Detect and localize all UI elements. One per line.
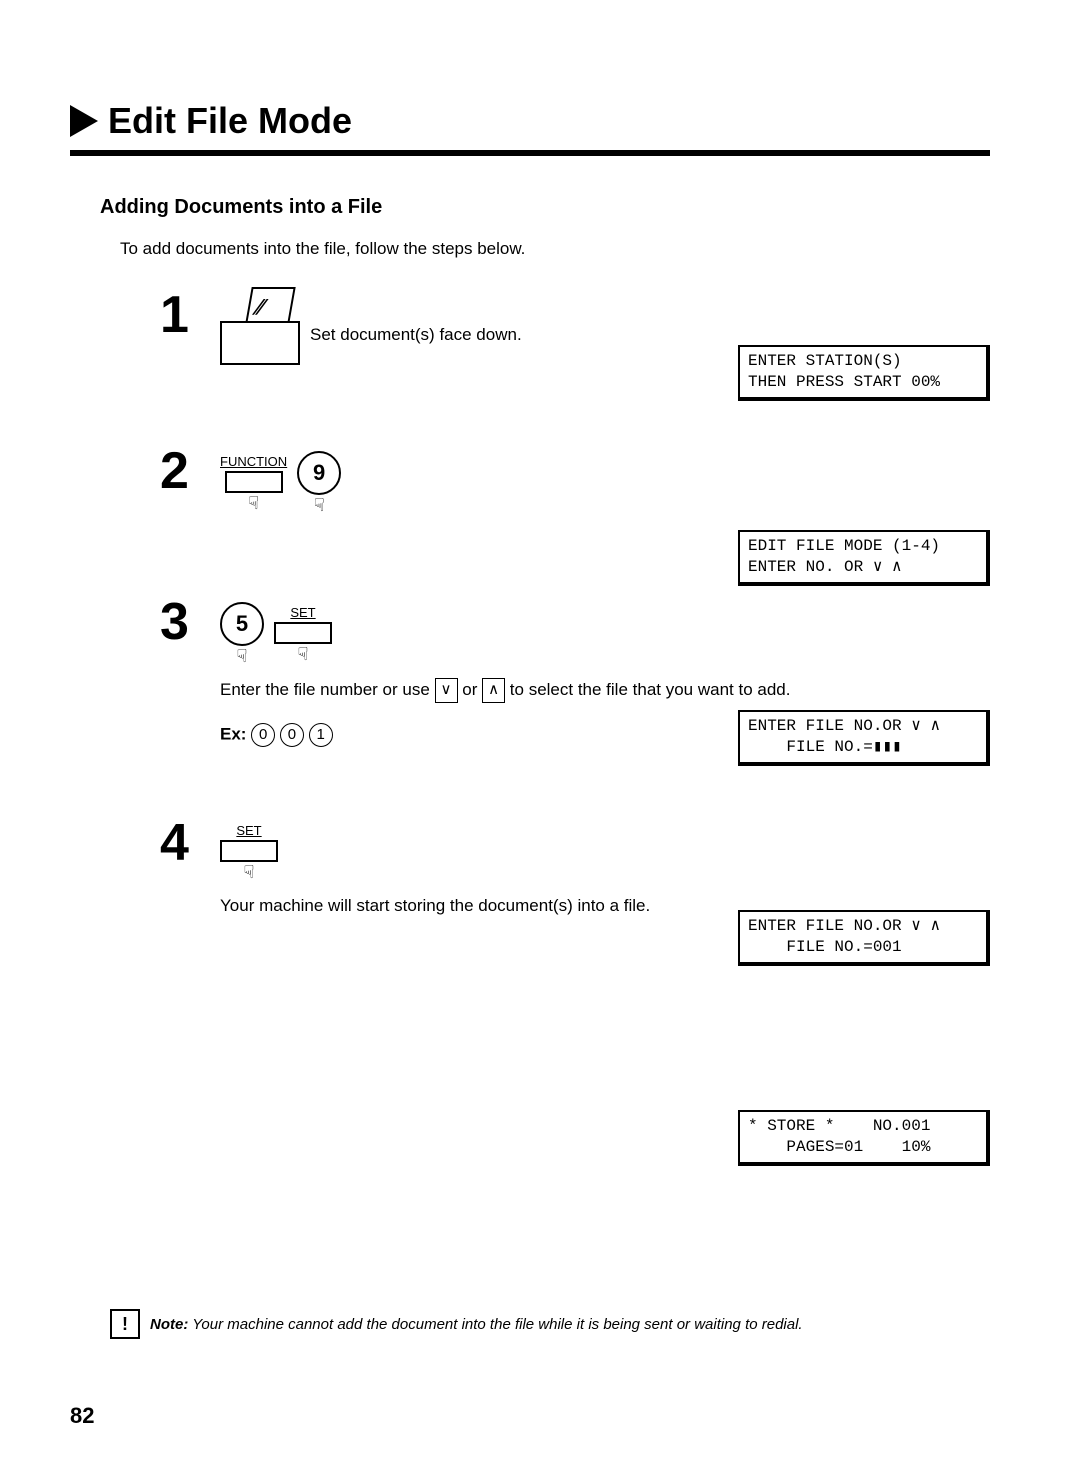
intro-text: To add documents into the file, follow t…: [120, 239, 990, 259]
down-key-icon: ∨: [435, 678, 458, 703]
step3-text: Enter the file number or use ∨ or ∧ to s…: [220, 677, 990, 703]
digit-key-5: 5 ☟: [220, 602, 264, 667]
step-4: 4 SET ☟ Your machine will start storing …: [160, 817, 990, 919]
lcd-display-4: ENTER FILE NO.OR ∨ ∧ FILE NO.=001: [738, 910, 990, 966]
scanner-icon: ⫽: [220, 295, 300, 365]
text-c: to select the file that you want to add.: [510, 680, 791, 699]
set-key: SET ☟: [274, 605, 332, 665]
title-row: Edit File Mode: [70, 100, 990, 156]
hand-icon: ☟: [248, 493, 259, 514]
hand-icon: ☟: [244, 862, 255, 883]
step-2: 2 FUNCTION ☟ 9 ☟: [160, 445, 990, 526]
function-key: FUNCTION ☟: [220, 454, 287, 514]
ex-label: Ex:: [220, 724, 246, 743]
ex-digit: 1: [309, 723, 333, 747]
lcd-display-2: EDIT FILE MODE (1-4) ENTER NO. OR ∨ ∧: [738, 530, 990, 586]
note-icon: !: [110, 1309, 140, 1339]
function-label: FUNCTION: [220, 454, 287, 469]
set-label: SET: [236, 823, 261, 838]
ex-digit: 0: [280, 723, 304, 747]
note-row: ! Note: Your machine cannot add the docu…: [110, 1309, 990, 1339]
lcd-display-1: ENTER STATION(S) THEN PRESS START 00%: [738, 345, 990, 401]
page-title: Edit File Mode: [108, 100, 352, 142]
note-text: Your machine cannot add the document int…: [192, 1316, 802, 1333]
ex-digit: 0: [251, 723, 275, 747]
triangle-icon: [70, 105, 98, 137]
page-number: 82: [70, 1403, 94, 1429]
step-number: 3: [160, 596, 220, 648]
set-label: SET: [290, 605, 315, 620]
step1-caption: Set document(s) face down.: [310, 322, 522, 348]
lcd-display-3: ENTER FILE NO.OR ∨ ∧ FILE NO.=▮▮▮: [738, 710, 990, 766]
hand-icon: ☟: [298, 644, 309, 665]
lcd-display-5: * STORE * NO.001 PAGES=01 10%: [738, 1110, 990, 1166]
step-number: 2: [160, 445, 220, 497]
note-label: Note:: [150, 1316, 188, 1333]
hand-icon: ☟: [237, 646, 248, 667]
digit-key-9: 9 ☟: [297, 451, 341, 516]
up-key-icon: ∧: [482, 678, 505, 703]
set-key: SET ☟: [220, 823, 278, 883]
hand-icon: ☟: [314, 495, 325, 516]
text-a: Enter the file number or use: [220, 680, 435, 699]
section-subtitle: Adding Documents into a File: [100, 196, 990, 219]
key-circle: 5: [220, 602, 264, 646]
text-b: or: [462, 680, 482, 699]
key-circle: 9: [297, 451, 341, 495]
step-number: 1: [160, 289, 220, 341]
step-number: 4: [160, 817, 220, 869]
